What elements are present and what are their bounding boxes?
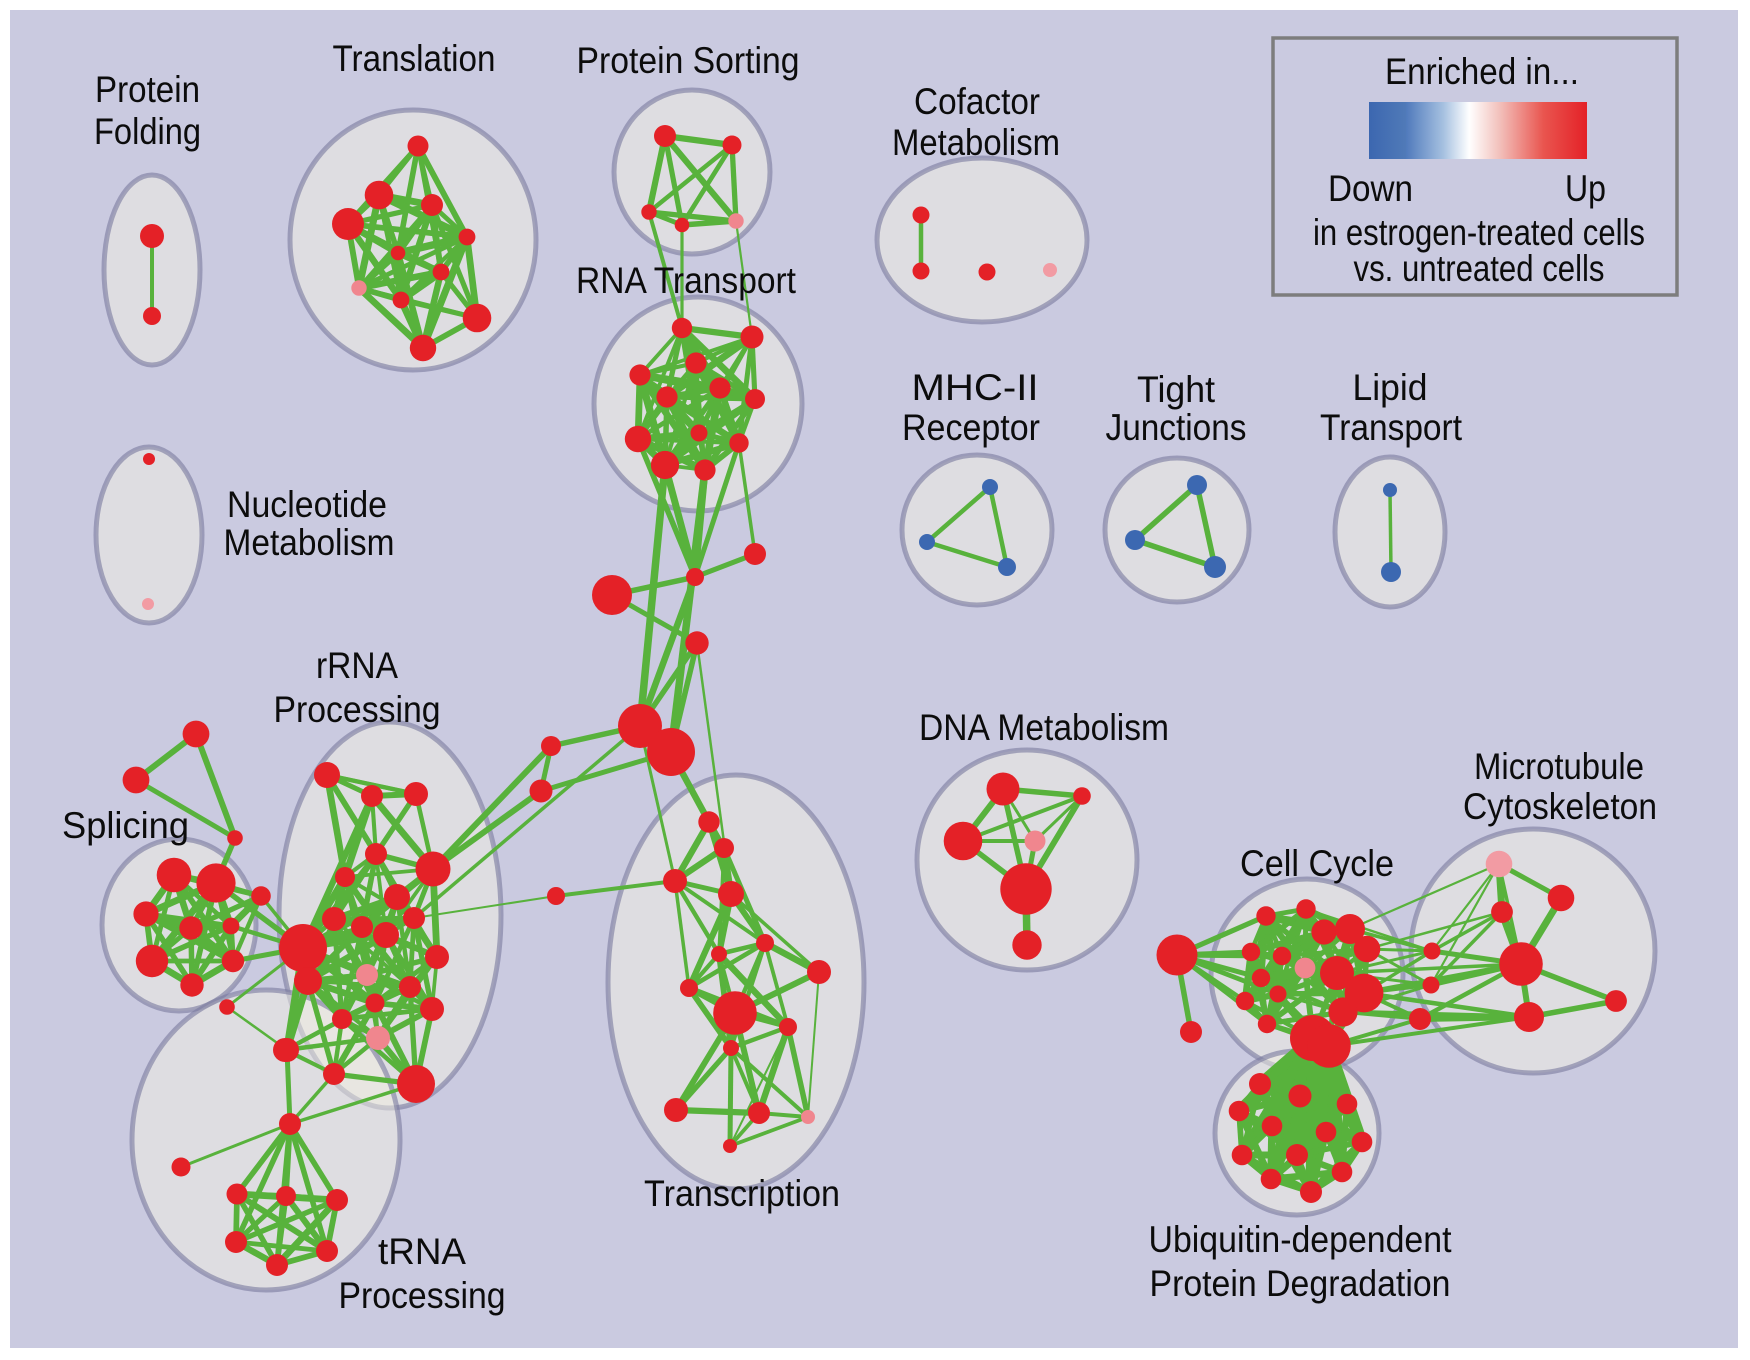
svg-text:vs. untreated cells: vs. untreated cells: [1354, 248, 1605, 289]
svg-text:RNA Transport: RNA Transport: [576, 260, 797, 301]
svg-text:rRNA: rRNA: [316, 645, 398, 686]
svg-text:Transport: Transport: [1320, 407, 1463, 448]
svg-text:Processing: Processing: [339, 1275, 506, 1316]
svg-text:Translation: Translation: [333, 38, 496, 79]
svg-text:Nucleotide: Nucleotide: [227, 484, 387, 525]
svg-text:Ubiquitin-dependent: Ubiquitin-dependent: [1149, 1219, 1453, 1260]
svg-text:Microtubule: Microtubule: [1474, 746, 1644, 787]
svg-text:in estrogen-treated cells: in estrogen-treated cells: [1313, 212, 1645, 253]
svg-text:Cofactor: Cofactor: [914, 81, 1040, 122]
svg-text:Protein: Protein: [95, 69, 200, 110]
svg-text:Processing: Processing: [274, 689, 441, 730]
svg-text:Folding: Folding: [94, 111, 201, 152]
svg-text:Tight: Tight: [1137, 369, 1216, 410]
svg-text:Metabolism: Metabolism: [892, 122, 1060, 163]
svg-text:Enriched in...: Enriched in...: [1385, 51, 1579, 92]
svg-text:Cytoskeleton: Cytoskeleton: [1463, 786, 1657, 827]
svg-text:Transcription: Transcription: [644, 1173, 840, 1214]
svg-text:Cell Cycle: Cell Cycle: [1240, 843, 1394, 884]
svg-text:Down: Down: [1328, 168, 1413, 209]
svg-text:tRNA: tRNA: [378, 1231, 466, 1272]
svg-text:Receptor: Receptor: [902, 407, 1040, 448]
svg-text:DNA Metabolism: DNA Metabolism: [919, 707, 1169, 748]
svg-text:MHC-II: MHC-II: [912, 367, 1039, 408]
svg-text:Lipid: Lipid: [1353, 367, 1428, 408]
svg-text:Up: Up: [1565, 168, 1606, 209]
svg-text:Junctions: Junctions: [1106, 407, 1247, 448]
svg-text:Protein Degradation: Protein Degradation: [1150, 1263, 1451, 1304]
svg-text:Splicing: Splicing: [62, 805, 189, 846]
svg-text:Metabolism: Metabolism: [224, 522, 395, 563]
svg-text:Protein Sorting: Protein Sorting: [577, 40, 800, 81]
